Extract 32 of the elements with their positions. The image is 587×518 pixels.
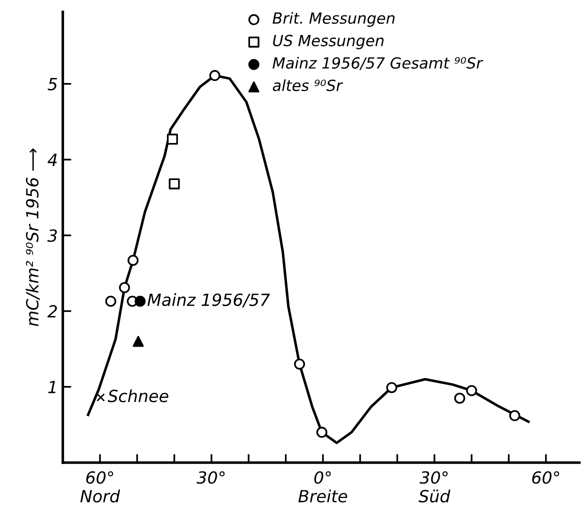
y-tick-label: 5 [48, 78, 58, 90]
y-tick-label: 1 [48, 381, 56, 394]
point [209, 70, 220, 82]
annotation: Mainz 1956/57 [148, 293, 270, 308]
legend-label: Brit. Messungen [272, 12, 395, 27]
legend-label: US Messungen [273, 34, 384, 50]
point [316, 426, 328, 438]
point [509, 410, 520, 422]
y-tick-label: 2 [47, 305, 57, 318]
annotation: Schnee [108, 389, 168, 402]
y-tick-label: 3 [47, 229, 57, 242]
legend-label: altes ⁹⁰Sr [272, 79, 344, 92]
y-tick-label: 4 [48, 154, 57, 166]
point [466, 385, 478, 396]
point [119, 282, 130, 294]
x-tick-label: 60° [532, 471, 560, 484]
point [105, 296, 116, 307]
x-tick-label: 60° Nord [80, 471, 120, 502]
legend-label: Mainz 1956/57 Gesamt ⁹⁰Sr [272, 56, 484, 70]
point [294, 358, 306, 370]
point [96, 393, 105, 402]
x-tick-label: 30° [196, 471, 225, 484]
point [168, 178, 180, 190]
point [132, 336, 144, 347]
point [166, 134, 178, 145]
point [386, 382, 398, 394]
point [128, 254, 139, 266]
y-axis-title: mC/km² ⁹⁰Sr 1956 ⟶ [26, 148, 40, 326]
point [134, 296, 146, 307]
point [454, 392, 466, 404]
x-tick-label: 30° Süd [418, 471, 450, 502]
x-tick-label: 0° Breite [298, 471, 348, 502]
